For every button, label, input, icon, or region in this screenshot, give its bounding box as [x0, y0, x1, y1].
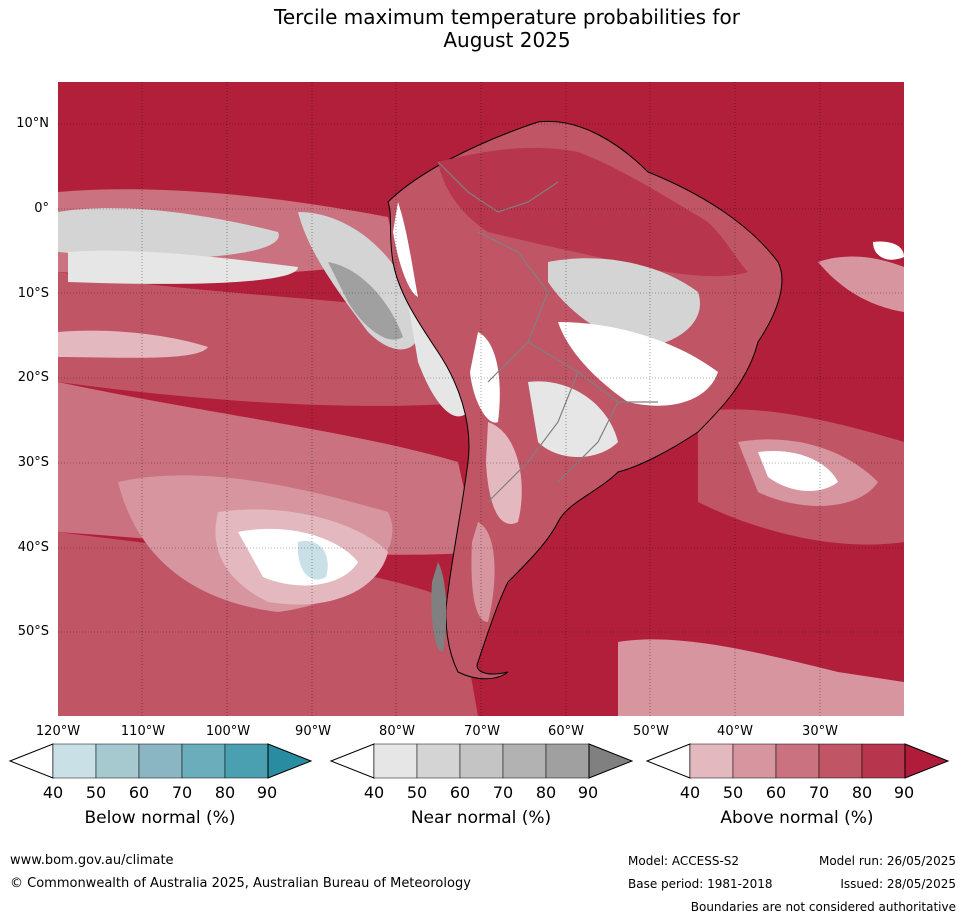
colorbar-near-svg: [329, 743, 634, 779]
cbar-above-tick: 60: [765, 783, 787, 802]
model-run-date: Model run: 26/05/2025: [818, 854, 956, 868]
lon-label-40w: 40°W: [717, 724, 753, 739]
colorbar-near-title: Near normal (%): [410, 808, 552, 828]
colorbar-below-normal: [8, 743, 313, 781]
lon-label-80w: 80°W: [379, 724, 415, 739]
cbar-near-tick: 60: [449, 783, 471, 802]
colorbar-above-svg: [645, 743, 950, 779]
lon-label-90w: 90°W: [295, 724, 331, 739]
cbar-below-tick: 50: [85, 783, 107, 802]
colorbar-low-triangle: [329, 743, 375, 779]
cbar-above-tick: 90: [893, 783, 915, 802]
cbar-near-tick: 50: [406, 783, 428, 802]
lon-label-120w: 120°W: [35, 724, 81, 739]
colorbar-segment: [224, 743, 269, 779]
colorbar-segment: [459, 743, 504, 779]
probability-map: [58, 82, 904, 716]
colorbar-segment: [818, 743, 863, 779]
lat-label-20s: 20°S: [17, 370, 49, 385]
colorbar-high-triangle: [267, 743, 313, 779]
issued-date: Issued: 28/05/2025: [840, 877, 956, 891]
cbar-below-tick: 80: [214, 783, 236, 802]
lon-label-70w: 70°W: [464, 724, 500, 739]
title-line-2: August 2025: [443, 28, 571, 52]
lat-label-10n: 10°N: [16, 116, 49, 131]
colorbar-segment: [416, 743, 461, 779]
lat-label-10s: 10°S: [17, 286, 49, 301]
cbar-near-tick: 90: [577, 783, 599, 802]
lat-label-50s: 50°S: [17, 624, 49, 639]
cbar-above-tick: 50: [722, 783, 744, 802]
cbar-below-tick: 90: [256, 783, 278, 802]
colorbar-above-normal: [645, 743, 950, 781]
boundaries-disclaimer: Boundaries are not considered authoritat…: [690, 900, 956, 914]
copyright-notice: © Commonwealth of Australia 2025, Austra…: [10, 876, 471, 891]
colorbar-segment: [138, 743, 183, 779]
lon-label-100w: 100°W: [205, 724, 251, 739]
title-line-1: Tercile maximum temperature probabilitie…: [274, 5, 740, 29]
lon-label-110w: 110°W: [120, 724, 166, 739]
colorbar-segment: [775, 743, 820, 779]
lon-label-60w: 60°W: [548, 724, 584, 739]
colorbar-near-normal: [329, 743, 634, 781]
cbar-above-tick: 80: [851, 783, 873, 802]
graticule: [58, 82, 904, 716]
source-url: www.bom.gov.au/climate: [10, 853, 174, 868]
lon-label-50w: 50°W: [633, 724, 669, 739]
colorbar-segment: [181, 743, 226, 779]
colorbar-above-title: Above normal (%): [720, 808, 874, 828]
colorbar-segment: [52, 743, 97, 779]
map-svg: [58, 82, 904, 716]
south-america-land: [387, 120, 783, 680]
map-title: Tercile maximum temperature probabilitie…: [0, 6, 965, 52]
colorbar-high-triangle: [904, 743, 950, 779]
colorbar-segment: [732, 743, 777, 779]
colorbar-high-triangle: [588, 743, 634, 779]
country-borders: [437, 161, 658, 503]
colorbar-below-title: Below normal (%): [84, 808, 236, 828]
lon-label-30w: 30°W: [802, 724, 838, 739]
cbar-below-tick: 40: [42, 783, 64, 802]
cbar-below-tick: 70: [171, 783, 193, 802]
lat-label-0: 0°: [34, 201, 49, 216]
colorbar-low-triangle: [8, 743, 54, 779]
cbar-near-tick: 40: [363, 783, 385, 802]
colorbar-segment: [95, 743, 140, 779]
cbar-above-tick: 70: [808, 783, 830, 802]
colorbar-segment: [545, 743, 590, 779]
model-name: Model: ACCESS-S2: [628, 854, 740, 868]
cbar-above-tick: 40: [679, 783, 701, 802]
colorbar-segment: [373, 743, 418, 779]
cbar-below-tick: 60: [128, 783, 150, 802]
probability-patches: [58, 189, 904, 716]
cbar-near-tick: 80: [535, 783, 557, 802]
lat-label-40s: 40°S: [17, 540, 49, 555]
colorbar-segment: [502, 743, 547, 779]
lat-label-30s: 30°S: [17, 455, 49, 470]
cbar-near-tick: 70: [492, 783, 514, 802]
base-period: Base period: 1981-2018: [628, 877, 773, 891]
colorbar-low-triangle: [645, 743, 691, 779]
colorbar-below-svg: [8, 743, 313, 779]
colorbar-segment: [861, 743, 906, 779]
colorbar-segment: [689, 743, 734, 779]
